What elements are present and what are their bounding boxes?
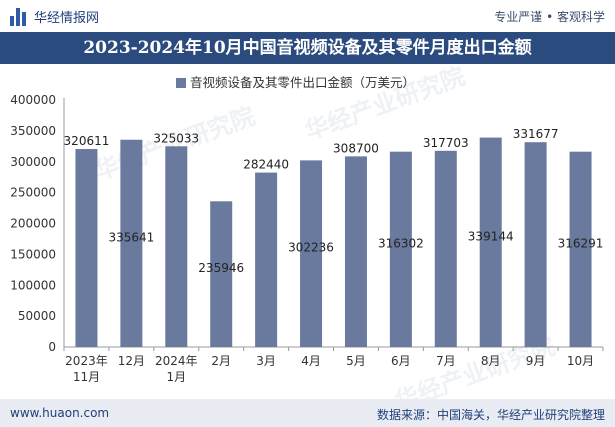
y-tick-label: 100000 — [10, 278, 56, 292]
data-label: 335641 — [108, 230, 154, 244]
data-label: 316291 — [558, 236, 604, 250]
data-label: 317703 — [423, 136, 469, 150]
x-tick-label: 8月 — [481, 354, 501, 368]
data-label: 339144 — [468, 229, 514, 243]
x-tick-label: 11月 — [73, 370, 100, 384]
bar — [210, 201, 233, 347]
slogan: 专业严谨 • 客观科学 — [494, 10, 605, 24]
legend-swatch — [176, 78, 186, 88]
data-label: 331677 — [513, 127, 559, 141]
brand-name: 华经情报网 — [34, 11, 100, 26]
data-label: 320611 — [64, 134, 110, 148]
x-tick-label: 10月 — [567, 354, 594, 368]
data-label: 325033 — [153, 131, 199, 145]
y-tick-label: 250000 — [10, 186, 56, 200]
footer-source: 数据来源：中国海关，华经产业研究院整理 — [376, 408, 605, 422]
x-tick-label: 6月 — [391, 354, 411, 368]
data-label: 308700 — [333, 141, 379, 155]
bar — [165, 146, 188, 347]
brand: 华经情报网 — [10, 7, 99, 26]
bar — [255, 172, 278, 347]
data-label: 302236 — [288, 241, 334, 255]
data-label: 282440 — [243, 158, 289, 172]
bar — [569, 151, 592, 347]
data-label: 235946 — [198, 261, 244, 275]
bar — [300, 160, 323, 347]
x-tick-label: 12月 — [118, 354, 145, 368]
bar — [479, 137, 502, 347]
y-tick-label: 350000 — [10, 124, 56, 138]
page-title: 2023-2024年10月中国音视频设备及其零件月度出口金额 — [0, 32, 615, 64]
y-tick-label: 50000 — [18, 309, 56, 323]
bar — [524, 142, 547, 347]
data-label: 316302 — [378, 236, 424, 250]
y-tick-label: 300000 — [10, 155, 56, 169]
footer: www.huaon.com 数据来源：中国海关，华经产业研究院整理 — [0, 399, 615, 427]
y-tick-label: 200000 — [10, 217, 56, 231]
x-tick-label: 7月 — [436, 354, 456, 368]
bar-chart: 音视频设备及其零件出口金额（万美元） 0 50000 100000 150000 2000… — [10, 75, 604, 384]
footer-site: www.huaon.com — [10, 406, 110, 420]
x-tick-label: 2024年 — [155, 354, 198, 368]
x-tick-label: 4月 — [301, 354, 321, 368]
x-tick-label: 3月 — [256, 354, 276, 368]
bar — [75, 149, 98, 347]
y-tick-label: 400000 — [10, 93, 56, 107]
x-tick-label: 2023年 — [65, 354, 108, 368]
y-tick-label: 0 — [48, 340, 56, 354]
x-tick-label: 2月 — [211, 354, 231, 368]
x-tick-label: 1月 — [166, 370, 186, 384]
bar — [389, 151, 412, 347]
y-tick-label: 150000 — [10, 247, 56, 261]
bar — [120, 139, 143, 347]
chart-area: 华经产业研究院 华经产业研究院 华经产业研究院 音视频设备及其零件出口金额（万美… — [0, 62, 615, 416]
top-bar: 华经情报网 专业严谨 • 客观科学 — [0, 0, 615, 32]
legend-label: 音视频设备及其零件出口金额（万美元） — [190, 75, 415, 90]
bar — [434, 150, 457, 347]
brand-logo-icon — [10, 7, 28, 26]
x-tick-label: 9月 — [526, 354, 546, 368]
x-tick-label: 5月 — [346, 354, 366, 368]
bar — [344, 156, 367, 347]
